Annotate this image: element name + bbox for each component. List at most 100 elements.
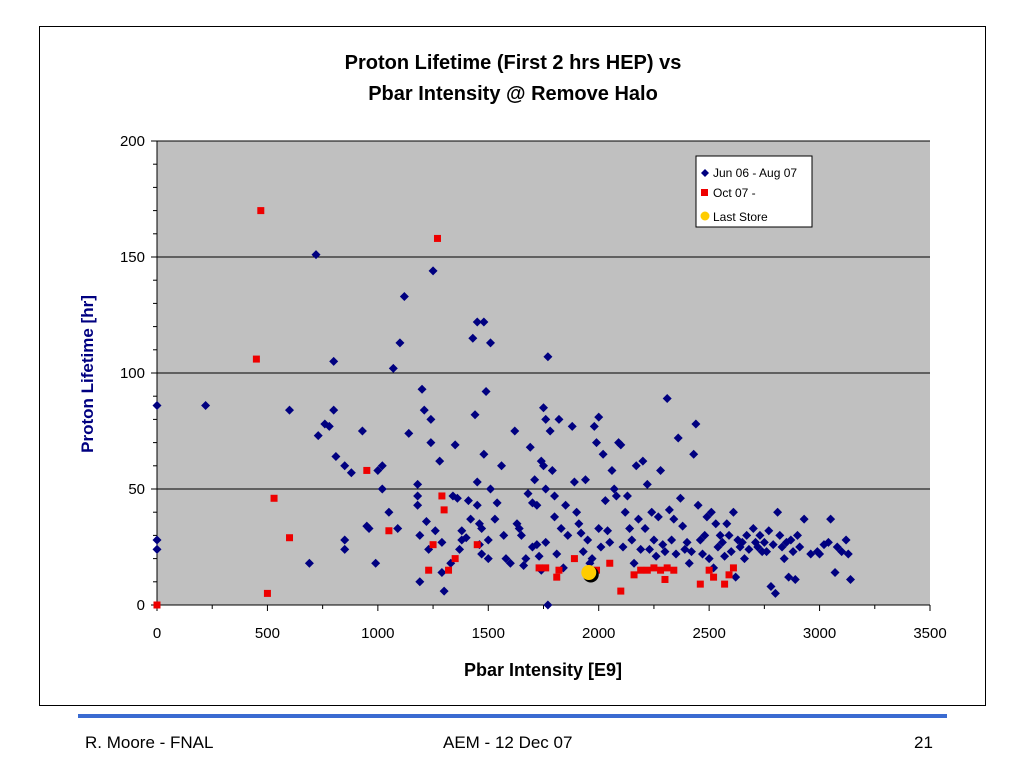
data-point-jun06-aug07 xyxy=(607,465,617,475)
data-point-jun06-aug07 xyxy=(706,507,716,517)
data-point-oct07 xyxy=(535,564,543,572)
data-point-jun06-aug07 xyxy=(647,507,657,517)
data-point-jun06-aug07 xyxy=(377,484,387,494)
data-point-jun06-aug07 xyxy=(556,523,566,533)
data-point-oct07 xyxy=(570,555,578,563)
data-point-oct07 xyxy=(696,580,704,588)
data-point-jun06-aug07 xyxy=(755,530,765,540)
data-point-jun06-aug07 xyxy=(541,484,551,494)
data-point-jun06-aug07 xyxy=(728,507,738,517)
data-point-jun06-aug07 xyxy=(598,449,608,459)
legend-marker-oct07 xyxy=(701,189,708,196)
data-point-jun06-aug07 xyxy=(764,526,774,536)
y-axis-label: Proton Lifetime [hr] xyxy=(78,295,97,453)
data-point-jun06-aug07 xyxy=(435,456,445,466)
data-point-jun06-aug07 xyxy=(653,512,663,522)
data-point-jun06-aug07 xyxy=(649,535,659,545)
data-point-jun06-aug07 xyxy=(671,549,681,559)
legend: Jun 06 - Aug 07 Oct 07 - Last Store xyxy=(695,155,813,228)
data-point-jun06-aug07 xyxy=(845,574,855,584)
data-point-jun06-aug07 xyxy=(596,542,606,552)
data-point-oct07 xyxy=(263,589,271,597)
data-point-jun06-aug07 xyxy=(426,414,436,424)
data-point-jun06-aug07 xyxy=(572,507,582,517)
data-point-jun06-aug07 xyxy=(430,526,440,536)
x-tick-label-0: 0 xyxy=(153,625,161,642)
data-point-jun06-aug07 xyxy=(539,461,548,471)
data-point-jun06-aug07 xyxy=(514,523,524,533)
data-point-jun06-aug07 xyxy=(561,500,571,510)
data-point-jun06-aug07 xyxy=(499,530,509,540)
legend-marker-last-store xyxy=(700,211,710,221)
data-point-jun06-aug07 xyxy=(792,530,802,540)
data-point-jun06-aug07 xyxy=(413,479,423,489)
footer-page-number: 21 xyxy=(914,733,933,752)
data-point-jun06-aug07 xyxy=(815,549,825,559)
data-point-oct07 xyxy=(451,555,459,563)
data-point-jun06-aug07 xyxy=(340,461,350,471)
data-point-jun06-aug07 xyxy=(786,535,796,545)
legend-label-jun06-aug07: Jun 06 - Aug 07 xyxy=(713,166,797,180)
data-point-jun06-aug07 xyxy=(152,535,162,545)
data-point-oct07 xyxy=(385,527,393,535)
y-tick-label-200: 200 xyxy=(120,133,145,150)
data-point-jun06-aug07 xyxy=(766,581,776,591)
data-point-jun06-aug07 xyxy=(678,521,688,531)
data-point-jun06-aug07 xyxy=(713,542,723,552)
data-point-jun06-aug07 xyxy=(731,572,741,582)
data-point-jun06-aug07 xyxy=(393,523,403,533)
data-point-jun06-aug07 xyxy=(439,586,449,596)
data-point-jun06-aug07 xyxy=(523,489,533,499)
y-tick-label-0: 0 xyxy=(137,597,145,614)
data-point-jun06-aug07 xyxy=(695,535,705,545)
data-point-jun06-aug07 xyxy=(563,530,573,540)
data-point-jun06-aug07 xyxy=(364,523,374,533)
data-point-jun06-aug07 xyxy=(576,528,586,538)
data-point-jun06-aug07 xyxy=(466,514,476,524)
data-point-jun06-aug07 xyxy=(633,514,643,524)
data-point-jun06-aug07 xyxy=(461,533,471,543)
data-point-oct07 xyxy=(438,492,446,500)
data-point-jun06-aug07 xyxy=(775,530,785,540)
data-point-jun06-aug07 xyxy=(417,384,427,394)
data-point-jun06-aug07 xyxy=(545,426,555,436)
data-point-jun06-aug07 xyxy=(768,540,778,550)
data-point-jun06-aug07 xyxy=(399,291,409,301)
legend-label-oct07: Oct 07 - xyxy=(713,186,756,200)
footer-author: R. Moore - FNAL xyxy=(85,733,214,752)
data-point-oct07 xyxy=(729,564,737,572)
data-point-jun06-aug07 xyxy=(404,428,414,438)
data-point-jun06-aug07 xyxy=(415,530,425,540)
x-tick-label-2000: 2000 xyxy=(582,625,615,642)
data-point-jun06-aug07 xyxy=(715,530,725,540)
data-point-jun06-aug07 xyxy=(594,523,604,533)
x-tick-label-3500: 3500 xyxy=(913,625,946,642)
data-point-jun06-aug07 xyxy=(594,412,604,422)
data-point-oct07 xyxy=(425,566,433,574)
data-point-jun06-aug07 xyxy=(578,547,588,557)
data-point-jun06-aug07 xyxy=(421,516,431,526)
data-point-jun06-aug07 xyxy=(620,507,630,517)
data-point-jun06-aug07 xyxy=(285,405,295,415)
data-point-oct07 xyxy=(270,494,278,502)
data-point-jun06-aug07 xyxy=(152,544,162,554)
data-point-oct07 xyxy=(286,534,294,542)
data-point-jun06-aug07 xyxy=(636,544,646,554)
data-point-jun06-aug07 xyxy=(554,414,564,424)
data-point-jun06-aug07 xyxy=(329,356,339,366)
data-point-jun06-aug07 xyxy=(717,537,727,547)
data-point-jun06-aug07 xyxy=(532,500,542,510)
data-point-jun06-aug07 xyxy=(580,475,590,485)
data-point-oct07 xyxy=(440,506,448,514)
data-point-jun06-aug07 xyxy=(574,519,584,529)
data-point-jun06-aug07 xyxy=(592,438,602,448)
data-point-jun06-aug07 xyxy=(539,403,548,413)
data-point-jun06-aug07 xyxy=(770,588,780,598)
data-point-jun06-aug07 xyxy=(340,535,350,545)
data-point-jun06-aug07 xyxy=(452,493,462,503)
data-point-jun06-aug07 xyxy=(790,574,800,584)
data-point-oct07 xyxy=(643,566,651,574)
data-point-oct07 xyxy=(555,566,563,574)
data-point-jun06-aug07 xyxy=(742,530,752,540)
